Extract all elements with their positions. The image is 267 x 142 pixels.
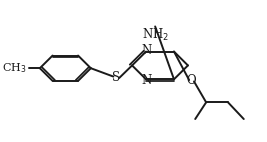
Text: O: O	[187, 74, 197, 87]
Text: N: N	[141, 74, 151, 87]
Text: S: S	[112, 71, 120, 84]
Text: NH$_2$: NH$_2$	[142, 27, 169, 43]
Text: CH$_3$: CH$_3$	[2, 61, 26, 75]
Text: N: N	[141, 44, 151, 57]
